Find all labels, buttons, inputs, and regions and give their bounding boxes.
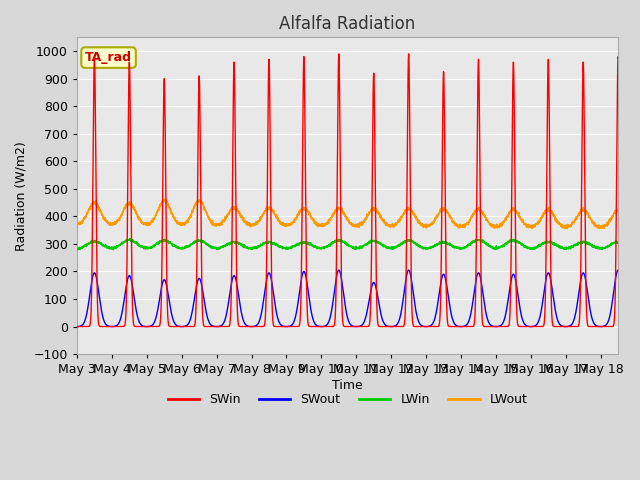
X-axis label: Time: Time [332, 379, 363, 392]
Y-axis label: Radiation (W/m2): Radiation (W/m2) [15, 141, 28, 251]
Text: TA_rad: TA_rad [85, 51, 132, 64]
Title: Alfalfa Radiation: Alfalfa Radiation [280, 15, 415, 33]
Legend: SWin, SWout, LWin, LWout: SWin, SWout, LWin, LWout [163, 388, 532, 411]
